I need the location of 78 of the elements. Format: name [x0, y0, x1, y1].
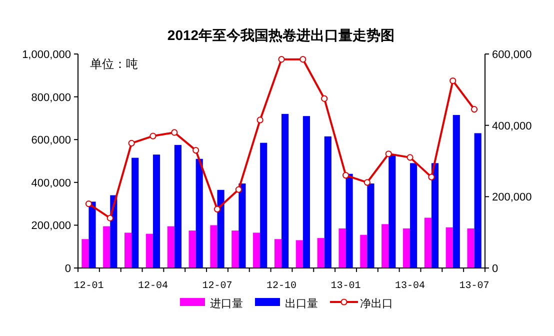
bar — [424, 218, 432, 268]
bar — [196, 158, 203, 268]
bar — [146, 234, 153, 268]
point — [321, 95, 328, 102]
bar — [346, 174, 353, 268]
y-tick-label: 600,000 — [31, 134, 71, 147]
bar — [274, 239, 282, 268]
bar — [103, 226, 110, 268]
y-tick-label: 1,000,000 — [22, 49, 71, 61]
bar — [338, 228, 346, 268]
point — [106, 214, 114, 222]
y-tick-label: 400,000 — [31, 177, 71, 190]
y-tick-label: 800,000 — [31, 92, 71, 104]
bar — [302, 116, 310, 268]
bar — [382, 224, 389, 268]
bar — [260, 142, 268, 268]
legend-label: 出口量 — [285, 297, 318, 310]
bar — [188, 230, 196, 268]
bar — [446, 227, 453, 268]
bar — [132, 158, 139, 268]
point — [256, 116, 264, 124]
bar — [238, 183, 246, 268]
point — [300, 56, 306, 63]
bar — [324, 136, 332, 268]
point — [364, 179, 370, 186]
point — [342, 172, 350, 179]
chart-title: 2012年至今我国热卷进出口量走势图 — [167, 27, 395, 43]
bar — [402, 228, 410, 268]
point — [150, 132, 156, 140]
x-tick-label: 12-01 — [74, 281, 104, 292]
bar — [210, 225, 218, 268]
x-tick-label: 12-10 — [266, 281, 297, 292]
x-tick-label: 12-07 — [202, 281, 232, 292]
bar — [431, 163, 439, 268]
legend-label: 净出口 — [360, 297, 393, 310]
bar — [452, 114, 460, 268]
point — [214, 206, 221, 212]
point — [85, 200, 92, 208]
bar — [88, 202, 96, 268]
legend-label: 进口量 — [210, 297, 243, 310]
y2-tick-label: 400,000 — [492, 120, 532, 132]
bar — [410, 163, 418, 268]
bar — [317, 238, 324, 268]
bar — [282, 114, 289, 268]
x-tick-label: 13-07 — [459, 281, 490, 292]
y2-tick-label: 600,000 — [492, 49, 532, 61]
bar — [124, 232, 132, 268]
point — [235, 186, 242, 193]
annotation: 单位：吨 — [90, 57, 138, 71]
point — [406, 154, 414, 161]
point — [450, 77, 456, 84]
point — [128, 140, 135, 146]
point — [278, 56, 285, 63]
x-tick-label: 13-04 — [395, 281, 426, 292]
bar — [296, 240, 303, 268]
point — [428, 174, 435, 180]
bar — [474, 133, 482, 268]
bar — [360, 234, 368, 268]
bar — [388, 154, 396, 268]
bar — [82, 239, 89, 268]
point — [385, 150, 392, 158]
bar — [174, 144, 182, 268]
bar — [253, 232, 260, 268]
y2-tick-label: 200,000 — [492, 192, 532, 204]
x-tick-label: 13-01 — [330, 281, 361, 292]
bar — [167, 226, 174, 268]
bar — [367, 183, 374, 268]
point — [470, 106, 478, 113]
bar — [217, 190, 224, 268]
bar — [467, 228, 474, 268]
point — [192, 147, 200, 154]
y-tick-label: 200,000 — [31, 220, 71, 232]
y2-tick-label: 0 — [492, 263, 498, 275]
point — [171, 129, 178, 136]
bar — [152, 154, 160, 268]
x-tick-label: 12-04 — [138, 281, 168, 292]
bar — [232, 230, 239, 268]
y-tick-label: 0 — [64, 263, 71, 275]
